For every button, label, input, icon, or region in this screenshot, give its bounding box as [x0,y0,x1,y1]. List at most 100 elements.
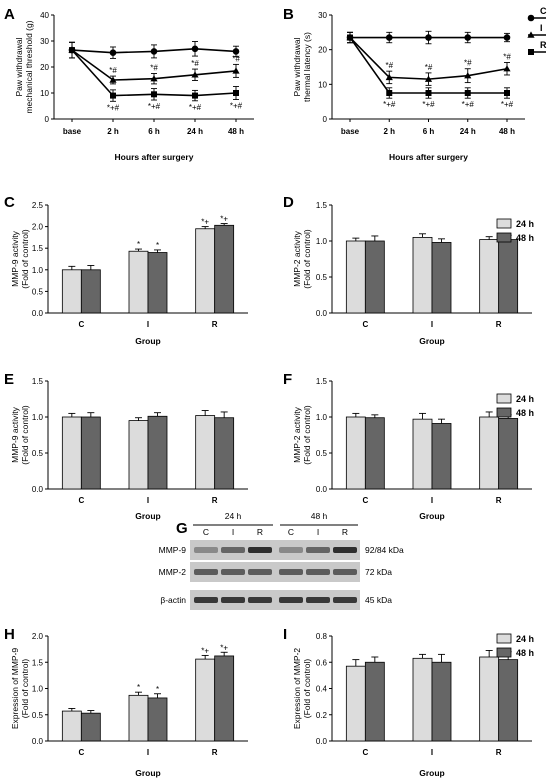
blot-band [248,547,272,553]
legend-marker [527,31,535,38]
bar [214,224,235,314]
significance-label: *+# [107,103,120,112]
series-C [346,30,511,45]
blot-band [333,547,357,553]
bar [61,710,82,742]
blot-band [248,569,272,575]
y-tick-label: 40 [40,11,49,20]
legend-swatch [496,647,512,658]
data-point [464,90,471,96]
x-tick-label: 24 h [187,127,203,136]
data-point [109,76,117,83]
panel-label: E [4,371,14,388]
blot-band [194,569,218,575]
y-axis-label-line: Expression of MMP-9 [10,648,20,730]
bar [412,236,433,314]
blot-band [306,569,330,575]
panel-I: 0.0 0.2 0.4 0.6 0.8 I Expression of MMP-2(Fold… [283,626,532,778]
bar [479,416,500,490]
y-tick-label: 1.5 [32,658,44,667]
x-tick-label: C [362,748,368,757]
y-axis-label: Paw withdrawalmechanical threshold (g) [14,20,34,113]
x-tick-label: I [147,748,149,757]
x-tick-label: 24 h [460,127,476,136]
bar [479,656,500,742]
y-tick-label: 1.5 [32,377,44,386]
y-tick-label: 1.0 [32,266,44,275]
y-tick-label: 1.5 [316,201,328,210]
data-point [464,34,472,41]
data-point [192,92,198,99]
significance-label: *# [385,61,393,70]
x-tick-label: 6 h [423,127,435,136]
y-axis-label-line: MMP-2 activity [292,230,302,286]
y-axis-label-line: thermal latency (s) [302,32,312,102]
bar [195,658,216,742]
y-tick-label: 0.0 [32,485,44,494]
y-tick-label: 2.0 [32,632,44,641]
y-axis-label: MMP-2 activity(Fold of control) [292,229,312,289]
legend-swatch [496,393,512,404]
bar [128,420,149,490]
blot-kda-label: 92/84 kDa [365,545,404,555]
blot-band [279,547,303,553]
x-tick-label: C [362,320,368,329]
data-point [385,34,393,41]
y-tick-label: 1.5 [316,377,328,386]
y-tick-label: 10 [318,80,327,89]
significance-label: *+ [220,215,228,224]
x-axis-label: Group [419,336,445,346]
significance-label: *+# [462,100,475,109]
x-axis-label: Group [135,511,161,521]
panel-label: B [283,6,294,23]
panel-label: A [4,6,15,23]
significance-label: *+# [148,102,161,111]
x-tick-label: C [78,320,84,329]
legend-label: 24 h [516,219,534,229]
series-R: *+# *+# *+# *+# [347,31,514,109]
blot-band [221,547,245,553]
data-point [191,45,199,53]
data-point [386,90,393,96]
legend-label: R [540,40,547,50]
panel-H: 0.0 0.5 1.0 1.5 2.0 H Expression of MMP-9(Fold… [4,626,248,778]
panel-B: 0 10 20 30 B Paw withdrawalthermal latency (s… [283,6,525,162]
x-tick-label: I [431,748,433,757]
y-tick-label: 0.5 [316,273,328,282]
x-axis-label: Hours after surgery [389,152,468,162]
x-tick-label: C [362,496,368,505]
significance-label: *+ [201,646,209,655]
data-point [150,48,158,55]
legend-bars-2: 24 h 48 h [496,633,534,658]
y-tick-label: 2.0 [32,223,44,232]
y-axis-label: Expression of MMP-9(Fold of control) [10,648,30,730]
x-tick-label: R [212,320,218,329]
blot-band [279,597,303,603]
x-tick-label: R [496,748,502,757]
x-tick-label: 2 h [383,127,395,136]
significance-label: * [156,685,159,694]
panel-label: G [176,520,188,537]
x-axis-label: Group [419,511,445,521]
legend-swatch [496,633,512,644]
bar [61,416,82,490]
significance-label: *+# [189,103,202,112]
x-tick-label: 2 h [107,127,119,136]
blot-strip [190,562,360,582]
bar [80,416,101,490]
bar [498,659,519,742]
y-axis-label-line: MMP-2 activity [292,406,302,462]
bar [431,423,452,490]
y-axis-label-line: (Fold of control) [20,229,30,289]
blot-strip [190,540,360,560]
data-point [69,47,75,54]
y-tick-label: 0.0 [32,309,44,318]
blot-protein-label: MMP-9 [159,545,187,555]
bar [498,418,519,490]
significance-label: *# [464,59,472,68]
blot-lane-label: I [232,527,234,537]
y-axis-label-line: (Fold of control) [302,229,312,289]
y-axis-label: Expression of MMP-2(Fold of control) [292,648,312,730]
x-tick-label: R [212,496,218,505]
